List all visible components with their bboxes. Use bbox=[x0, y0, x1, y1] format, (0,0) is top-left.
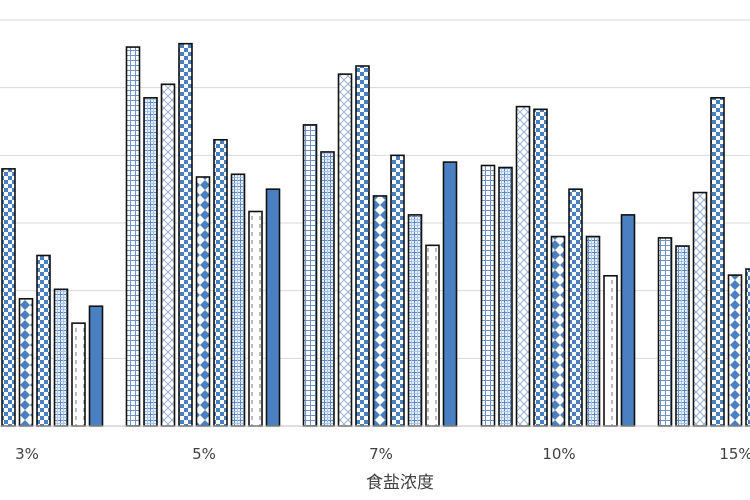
bar-3-7 bbox=[407, 214, 423, 427]
bar-4-6 bbox=[568, 188, 583, 427]
x-tick-labels: 3% 5% 7% 10% 15% bbox=[15, 445, 750, 463]
bar-1-5 bbox=[18, 297, 34, 427]
bar-2-1 bbox=[125, 46, 141, 427]
bar-2-2 bbox=[143, 97, 158, 427]
bar-5-4 bbox=[710, 97, 725, 427]
bar-5-5 bbox=[727, 274, 743, 427]
bar-1-7 bbox=[53, 288, 69, 427]
bar-2-3 bbox=[160, 83, 176, 427]
bar-3-9 bbox=[442, 161, 458, 427]
x-tick-label: 15% bbox=[719, 445, 750, 463]
bar-1-4 bbox=[1, 168, 16, 427]
bar-4-5 bbox=[550, 235, 566, 427]
bar-3-1 bbox=[302, 124, 318, 427]
bar-3-5 bbox=[372, 195, 388, 427]
bar-5-1 bbox=[657, 237, 673, 427]
bar-4-3 bbox=[515, 105, 531, 427]
x-tick-label: 5% bbox=[192, 445, 216, 463]
bar-2-4 bbox=[178, 42, 193, 427]
x-tick-label: 7% bbox=[369, 445, 393, 463]
bar-2-9 bbox=[265, 188, 281, 427]
bar-3-8 bbox=[425, 244, 440, 427]
bar-3-3 bbox=[337, 73, 353, 427]
bar-4-9 bbox=[620, 214, 636, 427]
bar-3-6 bbox=[390, 154, 405, 427]
bar-5-2 bbox=[675, 245, 690, 427]
bar-1-8 bbox=[71, 322, 86, 427]
x-tick-label: 3% bbox=[15, 445, 39, 463]
bar-2-6 bbox=[213, 138, 228, 427]
bar-5-6 bbox=[745, 268, 750, 427]
bars bbox=[1, 42, 750, 427]
bar-4-7 bbox=[585, 235, 601, 427]
bar-1-9 bbox=[88, 305, 104, 427]
bar-2-7 bbox=[230, 173, 246, 427]
bar-4-8 bbox=[603, 274, 618, 427]
bar-3-2 bbox=[320, 151, 335, 427]
bar-2-8 bbox=[248, 210, 263, 427]
bar-3-4 bbox=[355, 65, 370, 427]
x-axis-title: 食盐浓度 bbox=[366, 473, 434, 493]
bar-4-2 bbox=[498, 166, 513, 427]
bar-4-1 bbox=[480, 164, 496, 427]
bar-2-5 bbox=[195, 176, 211, 427]
bar-4-4 bbox=[533, 108, 548, 427]
x-tick-label: 10% bbox=[542, 445, 575, 463]
bar-1-6 bbox=[36, 254, 51, 427]
bar-5-3 bbox=[692, 191, 708, 427]
